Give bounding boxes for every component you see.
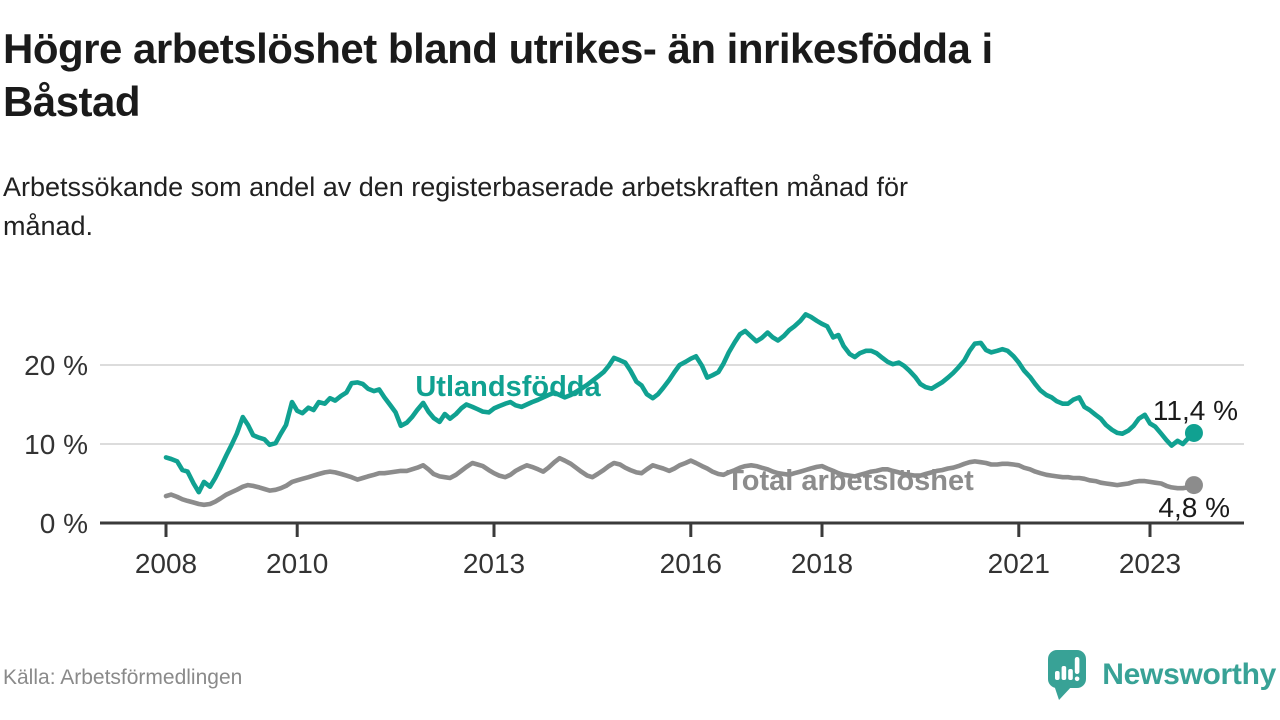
- source-note: Källa: Arbetsförmedlingen: [3, 666, 243, 689]
- end-value-label-utlandsfodda: 11,4 %: [1153, 395, 1238, 426]
- y-axis-label-0: 0 %: [40, 508, 88, 539]
- end-value-label-total: 4,8 %: [1158, 492, 1230, 523]
- newsworthy-logo-icon: [1048, 650, 1087, 700]
- x-axis-label-2008: 2008: [135, 548, 197, 579]
- x-axis-label-2021: 2021: [988, 548, 1050, 579]
- y-axis-label-20: 20 %: [24, 350, 88, 381]
- series-end-dot-Utlandsfödda: [1184, 423, 1203, 442]
- subtitle-line-1: Arbetssökande som andel av den registerb…: [3, 172, 909, 202]
- series-end-dot-Total arbetslöshet: [1184, 476, 1203, 495]
- newsworthy-logo-text: Newsworthy: [1102, 658, 1276, 691]
- newsworthy-brand: Newsworthy: [1046, 648, 1276, 702]
- page-title: Högre arbetslöshet bland utrikes- än inr…: [3, 22, 1273, 128]
- series-label-total-arbetsloshet: Total arbetslöshet: [726, 465, 974, 497]
- series-label-utlandsfodda: Utlandsfödda: [415, 371, 601, 403]
- x-axis-label-2023: 2023: [1119, 548, 1181, 579]
- series-line-Total arbetslöshet: [163, 455, 1197, 508]
- subtitle-line-2: månad.: [3, 211, 94, 241]
- chart-subtitle: Arbetssökande som andel av den registerb…: [3, 168, 1203, 246]
- x-axis-label-2013: 2013: [463, 548, 525, 579]
- series-line-Utlandsfödda: [163, 312, 1197, 495]
- x-axis-label-2016: 2016: [660, 548, 722, 579]
- y-axis-label-10: 10 %: [24, 429, 88, 460]
- x-axis-label-2018: 2018: [791, 548, 853, 579]
- title-line-1: Högre arbetslöshet bland utrikes- än inr…: [3, 25, 993, 72]
- title-line-2: Båstad: [3, 78, 141, 125]
- x-axis-label-2010: 2010: [266, 548, 328, 579]
